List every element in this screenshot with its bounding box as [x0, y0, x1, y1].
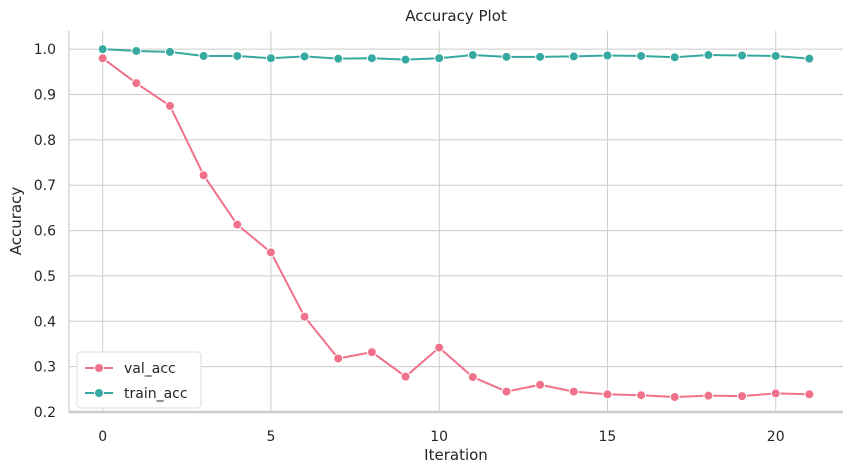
data-point-train-acc: [97, 44, 108, 55]
series-train-acc: [97, 44, 815, 65]
data-point-train-acc: [198, 50, 209, 61]
data-point-train-acc: [366, 53, 377, 64]
y-tick-label: 0.9: [34, 88, 56, 104]
data-point-train-acc: [400, 54, 411, 65]
grid-lines: [69, 31, 843, 413]
data-point-val-acc: [770, 388, 781, 399]
data-point-train-acc: [703, 50, 714, 61]
tick-labels: 0.2 0.3 0.4 0.5 0.6 0.7 0.8 0.9 1.0 0 5 10 15 20: [34, 42, 785, 445]
y-tick-label: 0.2: [34, 405, 56, 421]
data-point-val-acc: [501, 386, 512, 397]
data-point-train-acc: [770, 50, 781, 61]
data-point-train-acc: [737, 50, 748, 61]
data-point-val-acc: [97, 53, 108, 64]
y-tick-label: 0.4: [34, 314, 56, 330]
data-point-val-acc: [333, 353, 344, 364]
x-axis-label: Iteration: [424, 446, 488, 464]
data-point-val-acc: [669, 392, 680, 403]
data-point-val-acc: [232, 219, 243, 230]
data-point-val-acc: [602, 389, 613, 400]
legend-train-acc-label: train_acc: [124, 386, 188, 402]
y-axis-label: Accuracy: [7, 187, 25, 256]
chart-title: Accuracy Plot: [405, 7, 507, 25]
x-tick-label: 15: [599, 429, 617, 445]
data-point-train-acc: [265, 53, 276, 64]
data-point-val-acc: [400, 371, 411, 382]
x-tick-label: 5: [266, 429, 275, 445]
y-tick-label: 0.3: [34, 360, 56, 376]
data-point-train-acc: [232, 50, 243, 61]
legend-val-acc-label: val_acc: [124, 361, 176, 377]
y-tick-label: 0.5: [34, 269, 56, 285]
data-point-val-acc: [467, 372, 478, 383]
data-point-val-acc: [804, 389, 815, 400]
data-point-train-acc: [669, 52, 680, 63]
y-tick-label: 0.6: [34, 224, 56, 240]
data-point-val-acc: [164, 100, 175, 111]
data-point-val-acc: [265, 247, 276, 258]
data-point-train-acc: [299, 51, 310, 62]
x-tick-label: 10: [430, 429, 448, 445]
data-point-val-acc: [434, 342, 445, 353]
legend: val_acc train_acc: [76, 351, 202, 409]
data-point-train-acc: [568, 51, 579, 62]
data-point-train-acc: [164, 46, 175, 57]
data-point-train-acc: [131, 45, 142, 56]
series-line-val-acc: [102, 57, 810, 399]
data-point-train-acc: [333, 53, 344, 64]
data-point-train-acc: [501, 51, 512, 62]
data-point-val-acc: [636, 390, 647, 401]
axes: [68, 31, 843, 414]
data-point-val-acc: [535, 379, 546, 390]
x-tick-label: 20: [767, 429, 785, 445]
data-point-train-acc: [535, 51, 546, 62]
data-point-val-acc: [737, 391, 748, 402]
data-point-val-acc: [366, 347, 377, 358]
data-point-train-acc: [804, 53, 815, 64]
y-tick-label: 0.7: [34, 178, 56, 194]
legend-train-acc-marker: [94, 388, 104, 398]
data-point-train-acc: [636, 50, 647, 61]
data-point-val-acc: [703, 390, 714, 401]
x-tick-label: 0: [98, 429, 107, 445]
legend-val-acc-marker: [94, 363, 104, 373]
series-layer: [97, 44, 815, 403]
y-tick-label: 1.0: [34, 42, 56, 58]
y-tick-label: 0.8: [34, 133, 56, 149]
data-point-val-acc: [299, 311, 310, 322]
data-point-train-acc: [434, 53, 445, 64]
data-point-val-acc: [568, 386, 579, 397]
data-point-train-acc: [467, 50, 478, 61]
data-point-val-acc: [131, 78, 142, 89]
series-val-acc: [97, 53, 815, 403]
data-point-val-acc: [198, 170, 209, 181]
data-point-train-acc: [602, 50, 613, 61]
series-line-train-acc: [102, 48, 810, 61]
